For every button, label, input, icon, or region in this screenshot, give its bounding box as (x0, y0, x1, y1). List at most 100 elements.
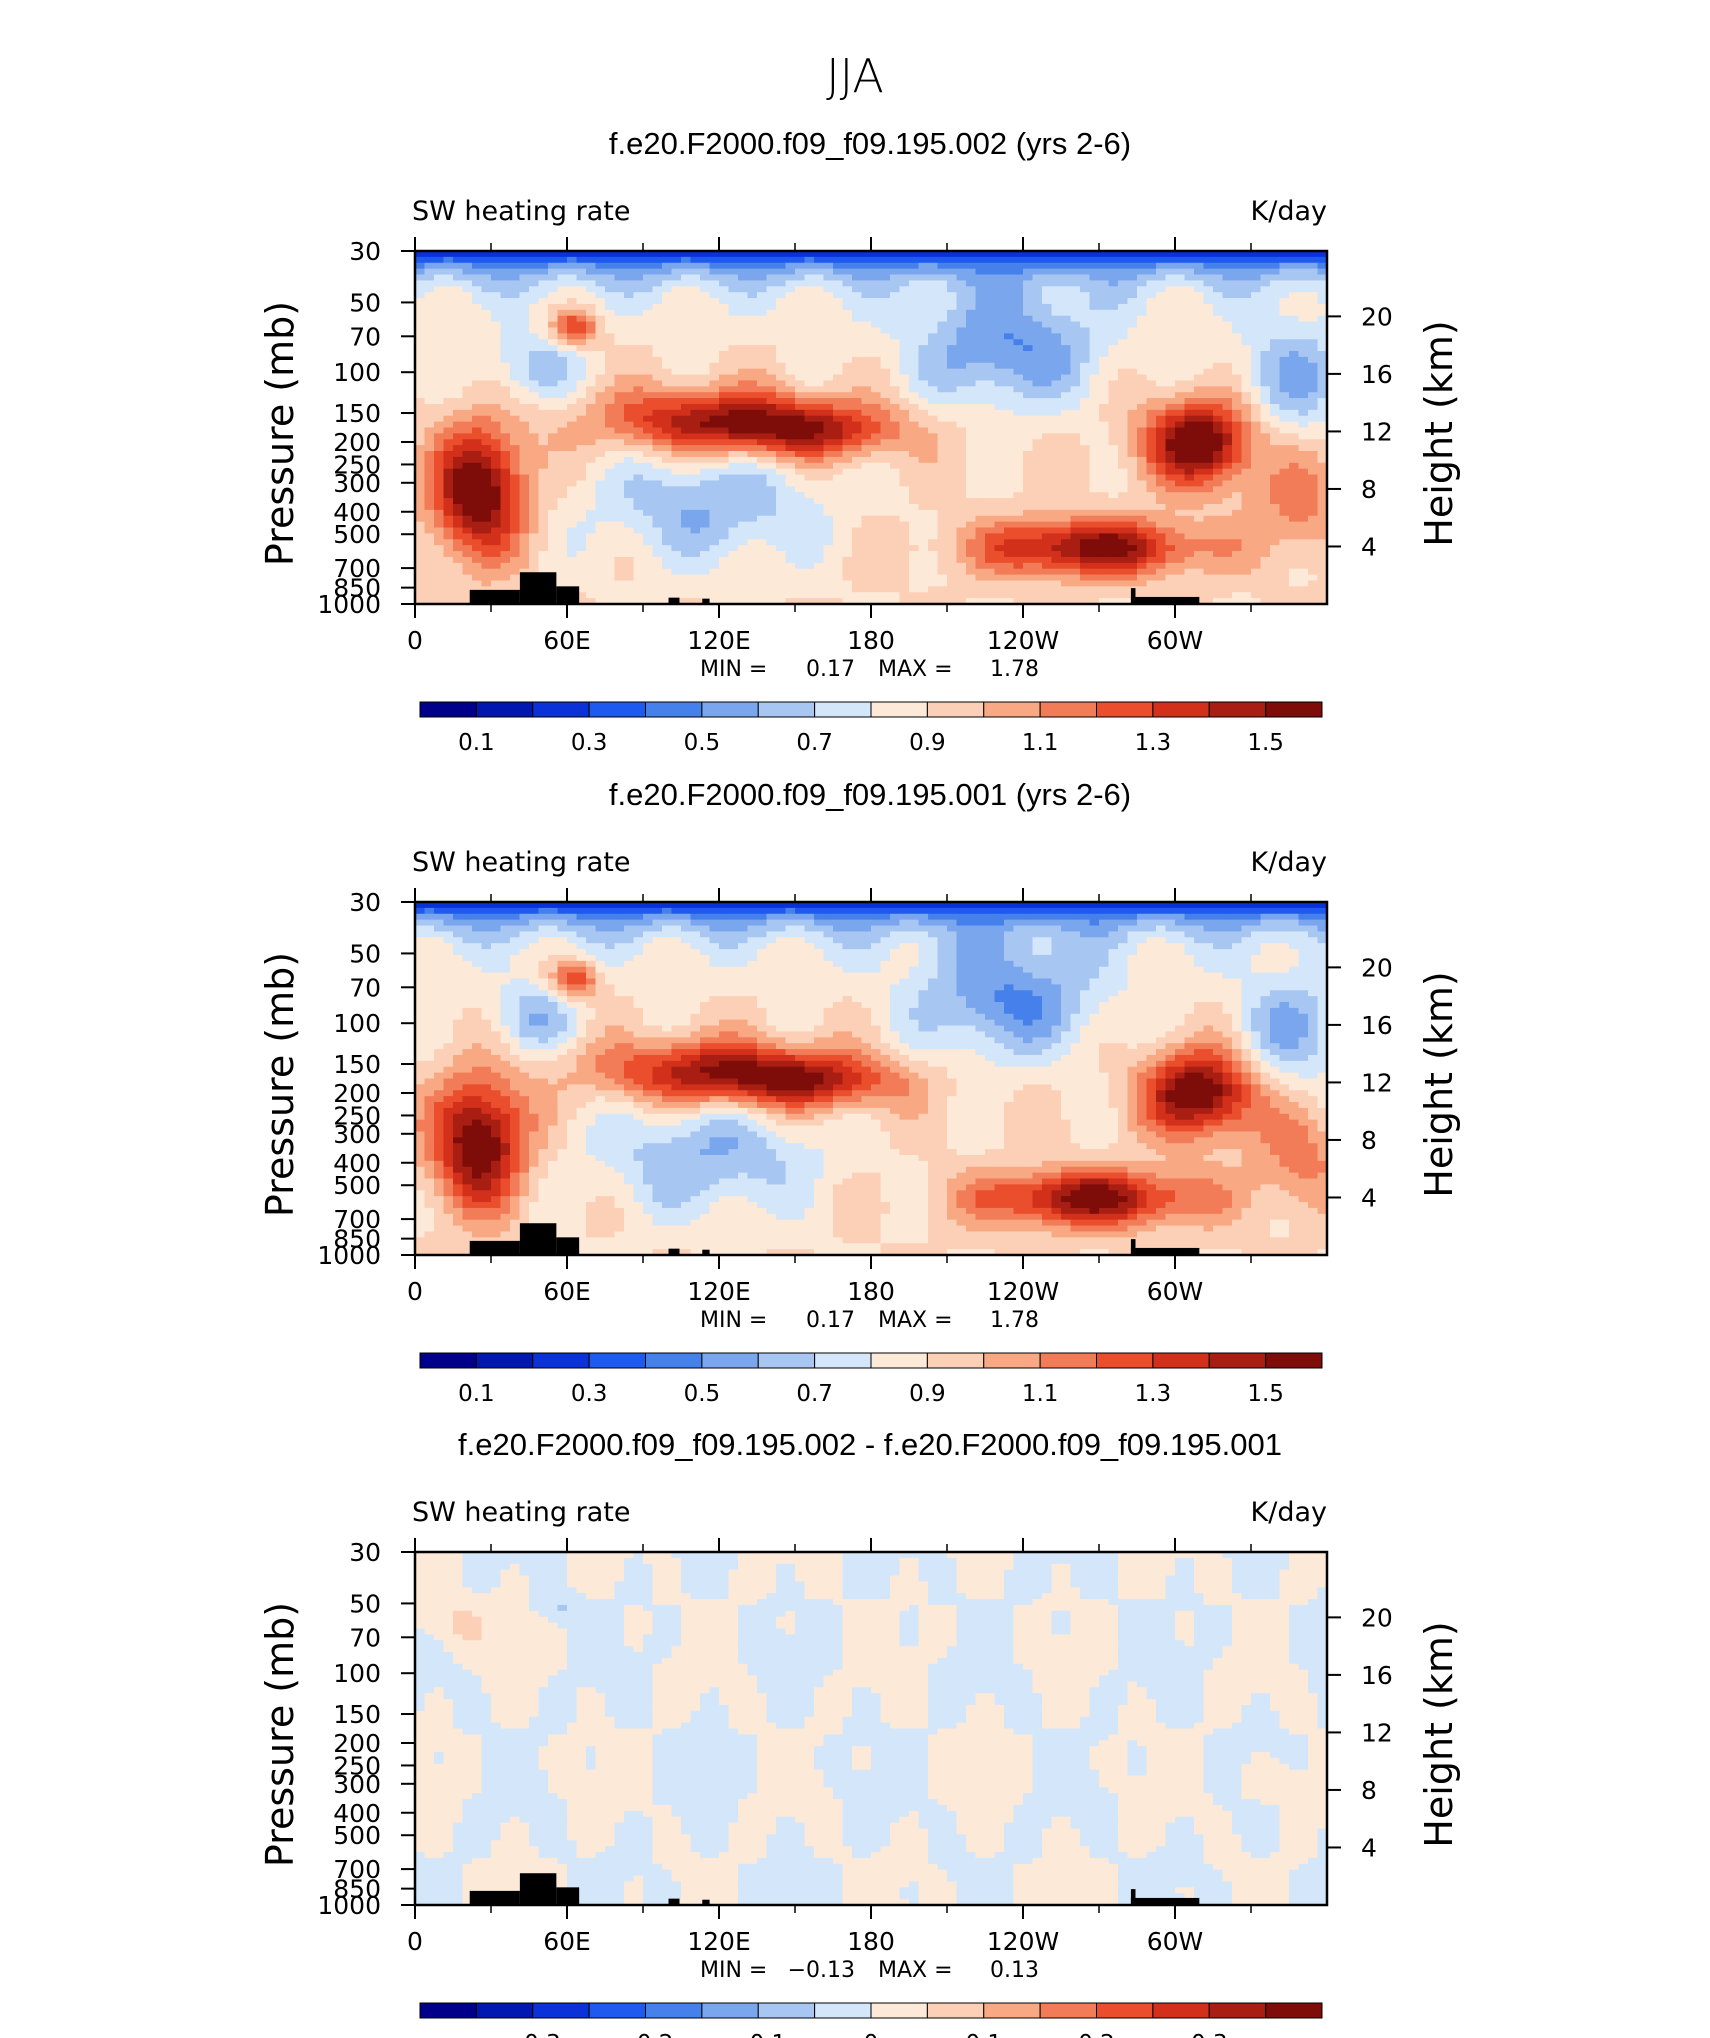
heatmap-cell (576, 468, 587, 476)
heatmap-cell (567, 462, 578, 470)
heatmap-cell (738, 339, 749, 346)
heatmap-cell (415, 256, 426, 264)
heatmap-cell (1099, 368, 1110, 376)
heatmap-cell (709, 339, 720, 346)
heatmap-cell (681, 409, 692, 417)
heatmap-cell (795, 286, 806, 293)
heatmap-cell (1146, 392, 1157, 399)
heatmap-cell (937, 503, 948, 511)
heatmap-cell (700, 339, 711, 346)
heatmap-cell (795, 462, 806, 470)
heatmap-cell (1023, 351, 1034, 358)
heatmap-cell (928, 251, 939, 258)
heatmap-cell (681, 486, 692, 493)
heatmap-cell (852, 303, 863, 311)
heatmap-cell (624, 327, 635, 334)
heatmap-cell (415, 362, 426, 370)
heatmap-cell (709, 403, 720, 411)
heatmap-cell (738, 280, 749, 287)
heatmap-cell (1013, 486, 1024, 493)
heatmap-cell (1184, 456, 1195, 464)
heatmap-cell (1194, 498, 1205, 505)
heatmap-cell (481, 503, 492, 511)
heatmap-cell (985, 545, 996, 552)
heatmap-cell (1232, 527, 1243, 534)
heatmap-cell (833, 462, 844, 470)
heatmap-cell (728, 533, 739, 540)
heatmap-cell (880, 386, 891, 393)
heatmap-cell (842, 492, 853, 499)
heatmap-cell (567, 262, 578, 270)
heatmap-cell (1175, 468, 1186, 476)
heatmap-cell (1146, 251, 1157, 258)
heatmap-cell (899, 551, 910, 558)
heatmap-cell (833, 456, 844, 464)
heatmap-cell (738, 433, 749, 440)
heatmap-cell (890, 421, 901, 429)
heatmap-cell (538, 545, 549, 552)
heatmap-cell (1194, 539, 1205, 546)
heatmap-cell (1146, 339, 1157, 346)
heatmap-cell (728, 274, 739, 282)
heatmap-cell (1070, 415, 1081, 423)
heatmap-cell (1298, 521, 1309, 529)
heatmap-cell (975, 292, 986, 299)
heatmap-cell (861, 345, 872, 352)
heatmap-cell (1165, 451, 1176, 458)
heatmap-cell (842, 409, 853, 417)
heatmap-cell (757, 551, 768, 558)
heatmap-cell (453, 456, 464, 464)
heatmap-cell (1298, 351, 1309, 358)
heatmap-cell (567, 527, 578, 534)
heatmap-cell (738, 392, 749, 399)
heatmap-cell (994, 551, 1005, 558)
heatmap-cell (453, 251, 464, 258)
heatmap-cell (1042, 339, 1053, 346)
heatmap-cell (975, 439, 986, 446)
heatmap-cell (928, 409, 939, 417)
heatmap-cell (738, 468, 749, 476)
heatmap-cell (1289, 498, 1300, 505)
heatmap-cell (804, 274, 815, 282)
heatmap-cell (1032, 262, 1043, 270)
heatmap-cell (1146, 262, 1157, 270)
heatmap-cell (852, 351, 863, 358)
heatmap-cell (1289, 427, 1300, 434)
heatmap-cell (624, 280, 635, 287)
heatmap-cell (424, 286, 435, 293)
heatmap-cell (833, 433, 844, 440)
heatmap-cell (975, 274, 986, 282)
heatmap-cell (709, 345, 720, 352)
heatmap-cell (500, 492, 511, 499)
heatmap-cell (519, 474, 530, 482)
heatmap-cell (415, 356, 426, 364)
heatmap-cell (833, 333, 844, 340)
heatmap-cell (842, 392, 853, 399)
heatmap-cell (994, 474, 1005, 482)
heatmap-cell (795, 251, 806, 258)
heatmap-cell (424, 492, 435, 499)
heatmap-cell (1213, 503, 1224, 511)
heatmap-cell (918, 492, 929, 499)
heatmap-cell (510, 327, 521, 334)
heatmap-cell (1260, 486, 1271, 493)
heatmap-cell (1203, 262, 1214, 270)
heatmap-cell (472, 392, 483, 399)
heatmap-cell (994, 533, 1005, 540)
heatmap-cell (842, 286, 853, 293)
heatmap-cell (909, 327, 920, 334)
heatmap-cell (462, 439, 473, 446)
heatmap-cell (472, 498, 483, 505)
heatmap-cell (1270, 545, 1281, 552)
heatmap-cell (453, 345, 464, 352)
heatmap-cell (890, 286, 901, 293)
heatmap-cell (757, 415, 768, 423)
heatmap-cell (1279, 409, 1290, 417)
heatmap-cell (576, 515, 587, 523)
heatmap-cell (852, 509, 863, 517)
heatmap-cell (1013, 333, 1024, 340)
heatmap-cell (500, 268, 511, 276)
heatmap-cell (643, 362, 654, 370)
heatmap-cell (861, 274, 872, 282)
heatmap-cell (833, 545, 844, 552)
